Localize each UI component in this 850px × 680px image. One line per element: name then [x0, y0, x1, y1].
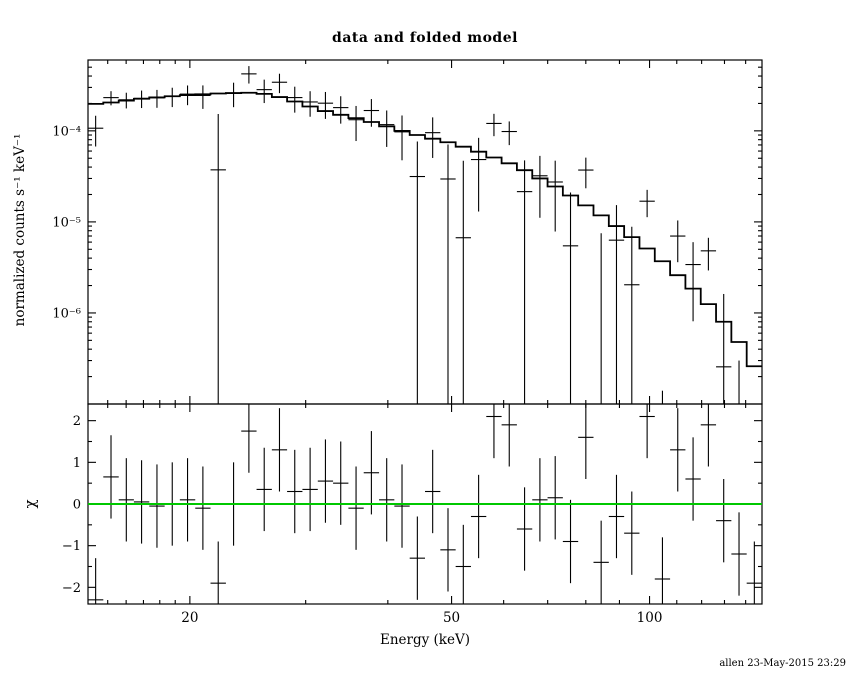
- y-tick-label: 10⁻⁵: [52, 215, 81, 230]
- y-tick-label: 10⁻⁶: [52, 306, 81, 321]
- y-tick-label: 0: [73, 498, 81, 513]
- y-tick-label: 2: [73, 414, 81, 429]
- x-tick-label: 50: [443, 610, 460, 626]
- plot-title: data and folded model: [332, 30, 518, 46]
- top-panel-frame: [87, 59, 763, 405]
- x-axis-label: Energy (keV): [379, 632, 471, 648]
- x-tick-label: 100: [637, 610, 663, 626]
- y-tick-label: 10⁻⁴: [52, 124, 81, 139]
- y-tick-label: 1: [73, 456, 81, 471]
- signature-text: allen 23-May-2015 23:29: [719, 658, 846, 669]
- x-tick-label: 20: [181, 610, 198, 626]
- y-tick-label: −1: [62, 539, 81, 554]
- model-histogram: [88, 91, 762, 368]
- y-tick-label: −2: [62, 581, 81, 596]
